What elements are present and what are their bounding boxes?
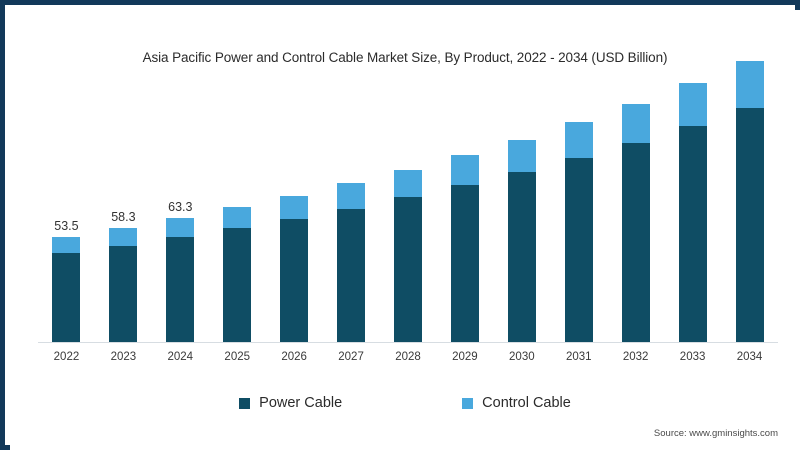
- bar-stack: [507, 139, 536, 343]
- bar-segment-control-cable[interactable]: [621, 103, 650, 143]
- x-axis-line: [38, 342, 778, 343]
- bar-segment-control-cable[interactable]: [109, 227, 138, 246]
- bar-group[interactable]: [727, 61, 773, 343]
- chart-legend: Power Cable Control Cable: [10, 395, 800, 411]
- x-axis-tick-label: 2030: [509, 351, 535, 363]
- x-axis-tick-label: 2031: [565, 351, 592, 363]
- bar-stack: [280, 195, 309, 343]
- bar-segment-control-cable[interactable]: [735, 61, 764, 109]
- bar-segment-power-cable[interactable]: [223, 228, 252, 343]
- legend-label-control-cable: Control Cable: [482, 395, 571, 411]
- bar-group[interactable]: [556, 80, 602, 343]
- bar-stack: [166, 217, 195, 343]
- bar-segment-power-cable[interactable]: [507, 172, 536, 343]
- x-axis-tick-labels: 2022 2023 2024 2025 2026 2027 2028 2029 2030 2031…: [38, 346, 778, 368]
- bar-segment-control-cable[interactable]: [166, 217, 195, 238]
- chart-title: Asia Pacific Power and Control Cable Mar…: [142, 50, 668, 65]
- chart-canvas: Asia Pacific Power and Control Cable Mar…: [10, 10, 800, 450]
- bar-group[interactable]: 53.5: [43, 80, 89, 343]
- bar-group[interactable]: [670, 80, 716, 343]
- bar-segment-control-cable[interactable]: [507, 139, 536, 173]
- bar-segment-control-cable[interactable]: [223, 207, 252, 229]
- bar-group[interactable]: 63.3: [157, 80, 203, 343]
- bar-stack: [52, 237, 81, 343]
- bar-segment-power-cable[interactable]: [564, 158, 593, 343]
- legend-item-power-cable[interactable]: Power Cable: [239, 395, 342, 411]
- bar-segment-power-cable[interactable]: [450, 185, 479, 343]
- x-axis-tick-label: 2027: [338, 351, 364, 363]
- bar-segment-power-cable[interactable]: [621, 142, 650, 343]
- bar-stack: [393, 169, 422, 343]
- bar-group[interactable]: [214, 80, 260, 343]
- bar-stack: [450, 155, 479, 343]
- bar-segment-power-cable[interactable]: [280, 218, 309, 343]
- legend-item-control-cable[interactable]: Control Cable: [462, 395, 571, 411]
- bar-stack: [621, 103, 650, 343]
- legend-swatch-control-cable: [462, 397, 474, 409]
- bar-segment-control-cable[interactable]: [280, 195, 309, 219]
- bar-segment-control-cable[interactable]: [450, 155, 479, 186]
- bar-group[interactable]: [613, 80, 659, 343]
- bar-segment-power-cable[interactable]: [393, 197, 422, 343]
- source-attribution: Source: www.gminsights.com: [653, 428, 778, 439]
- bar-stack: [337, 183, 366, 343]
- bar-stack: [223, 207, 252, 343]
- bar-stack: [678, 83, 707, 343]
- bar-segment-power-cable[interactable]: [735, 108, 764, 343]
- bar-segment-power-cable[interactable]: [52, 253, 81, 343]
- bar-group[interactable]: [385, 80, 431, 343]
- bar-group[interactable]: [271, 80, 317, 343]
- bar-stack: [109, 227, 138, 343]
- bar-segment-control-cable[interactable]: [52, 237, 81, 254]
- bar-value-label: 58.3: [111, 209, 136, 224]
- legend-swatch-power-cable: [239, 397, 251, 409]
- x-axis-tick-label: 2033: [679, 351, 706, 363]
- x-axis-tick-label: 2028: [395, 351, 421, 363]
- bar-stack: [564, 122, 593, 343]
- bar-group[interactable]: [442, 80, 488, 343]
- x-axis-tick-label: 2034: [736, 351, 763, 363]
- bar-series-container: 53.5 58.3 63.3: [38, 61, 778, 343]
- bar-segment-power-cable[interactable]: [337, 208, 366, 343]
- bar-group[interactable]: [328, 80, 374, 343]
- bar-stack: [735, 61, 764, 343]
- x-axis-tick-label: 2023: [110, 351, 137, 363]
- x-axis-tick-label: 2022: [53, 351, 80, 363]
- bar-value-label: 53.5: [54, 219, 79, 234]
- bar-group[interactable]: 58.3: [100, 80, 146, 343]
- bar-segment-control-cable[interactable]: [393, 169, 422, 198]
- legend-label-power-cable: Power Cable: [259, 395, 343, 411]
- plot-area: 53.5 58.3 63.3: [38, 61, 778, 343]
- bar-segment-power-cable[interactable]: [166, 237, 195, 343]
- bar-segment-control-cable[interactable]: [337, 183, 366, 209]
- x-axis-tick-label: 2032: [622, 351, 649, 363]
- bar-value-label: 63.3: [168, 199, 193, 214]
- bar-segment-power-cable[interactable]: [678, 126, 707, 343]
- bar-segment-control-cable[interactable]: [678, 83, 707, 127]
- bar-segment-control-cable[interactable]: [564, 122, 593, 159]
- x-axis-tick-label: 2024: [167, 351, 194, 363]
- x-axis-tick-label: 2025: [224, 351, 251, 363]
- x-axis-tick-label: 2026: [281, 351, 307, 363]
- x-axis-tick-label: 2029: [452, 351, 478, 363]
- bar-group[interactable]: [499, 80, 545, 343]
- bar-segment-power-cable[interactable]: [109, 245, 138, 343]
